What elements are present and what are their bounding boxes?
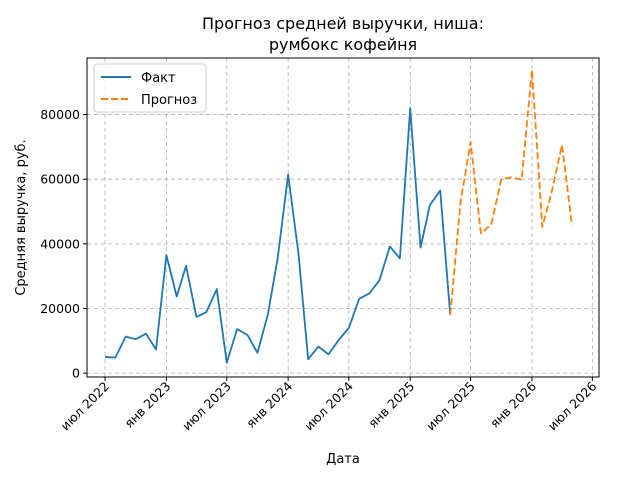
series-layer xyxy=(104,69,573,364)
legend-label-forecast: Прогноз xyxy=(141,93,197,108)
x-axis-label: Дата xyxy=(326,452,360,467)
y-tick-label: 0 xyxy=(72,366,80,381)
series-line-fact xyxy=(104,107,452,364)
plot-frame xyxy=(86,57,600,378)
chart-title-line-1: Прогноз средней выручки, ниша: xyxy=(202,14,484,33)
y-tick-label: 80000 xyxy=(40,107,80,122)
y-axis-ticks: 0 20000 40000 60000 80000 xyxy=(40,107,87,381)
legend-label-fact: Факт xyxy=(141,71,176,86)
legend: Факт Прогноз xyxy=(93,63,207,113)
chart-title-line-2: румбокс кофейня xyxy=(269,35,417,54)
y-axis-label: Средняя выручка, руб. xyxy=(14,139,29,295)
y-tick-label: 40000 xyxy=(40,236,80,251)
grid-lines xyxy=(87,58,599,377)
series-line-forecast xyxy=(449,69,573,316)
y-tick-label: 60000 xyxy=(40,172,80,187)
y-tick-label: 20000 xyxy=(40,301,80,316)
